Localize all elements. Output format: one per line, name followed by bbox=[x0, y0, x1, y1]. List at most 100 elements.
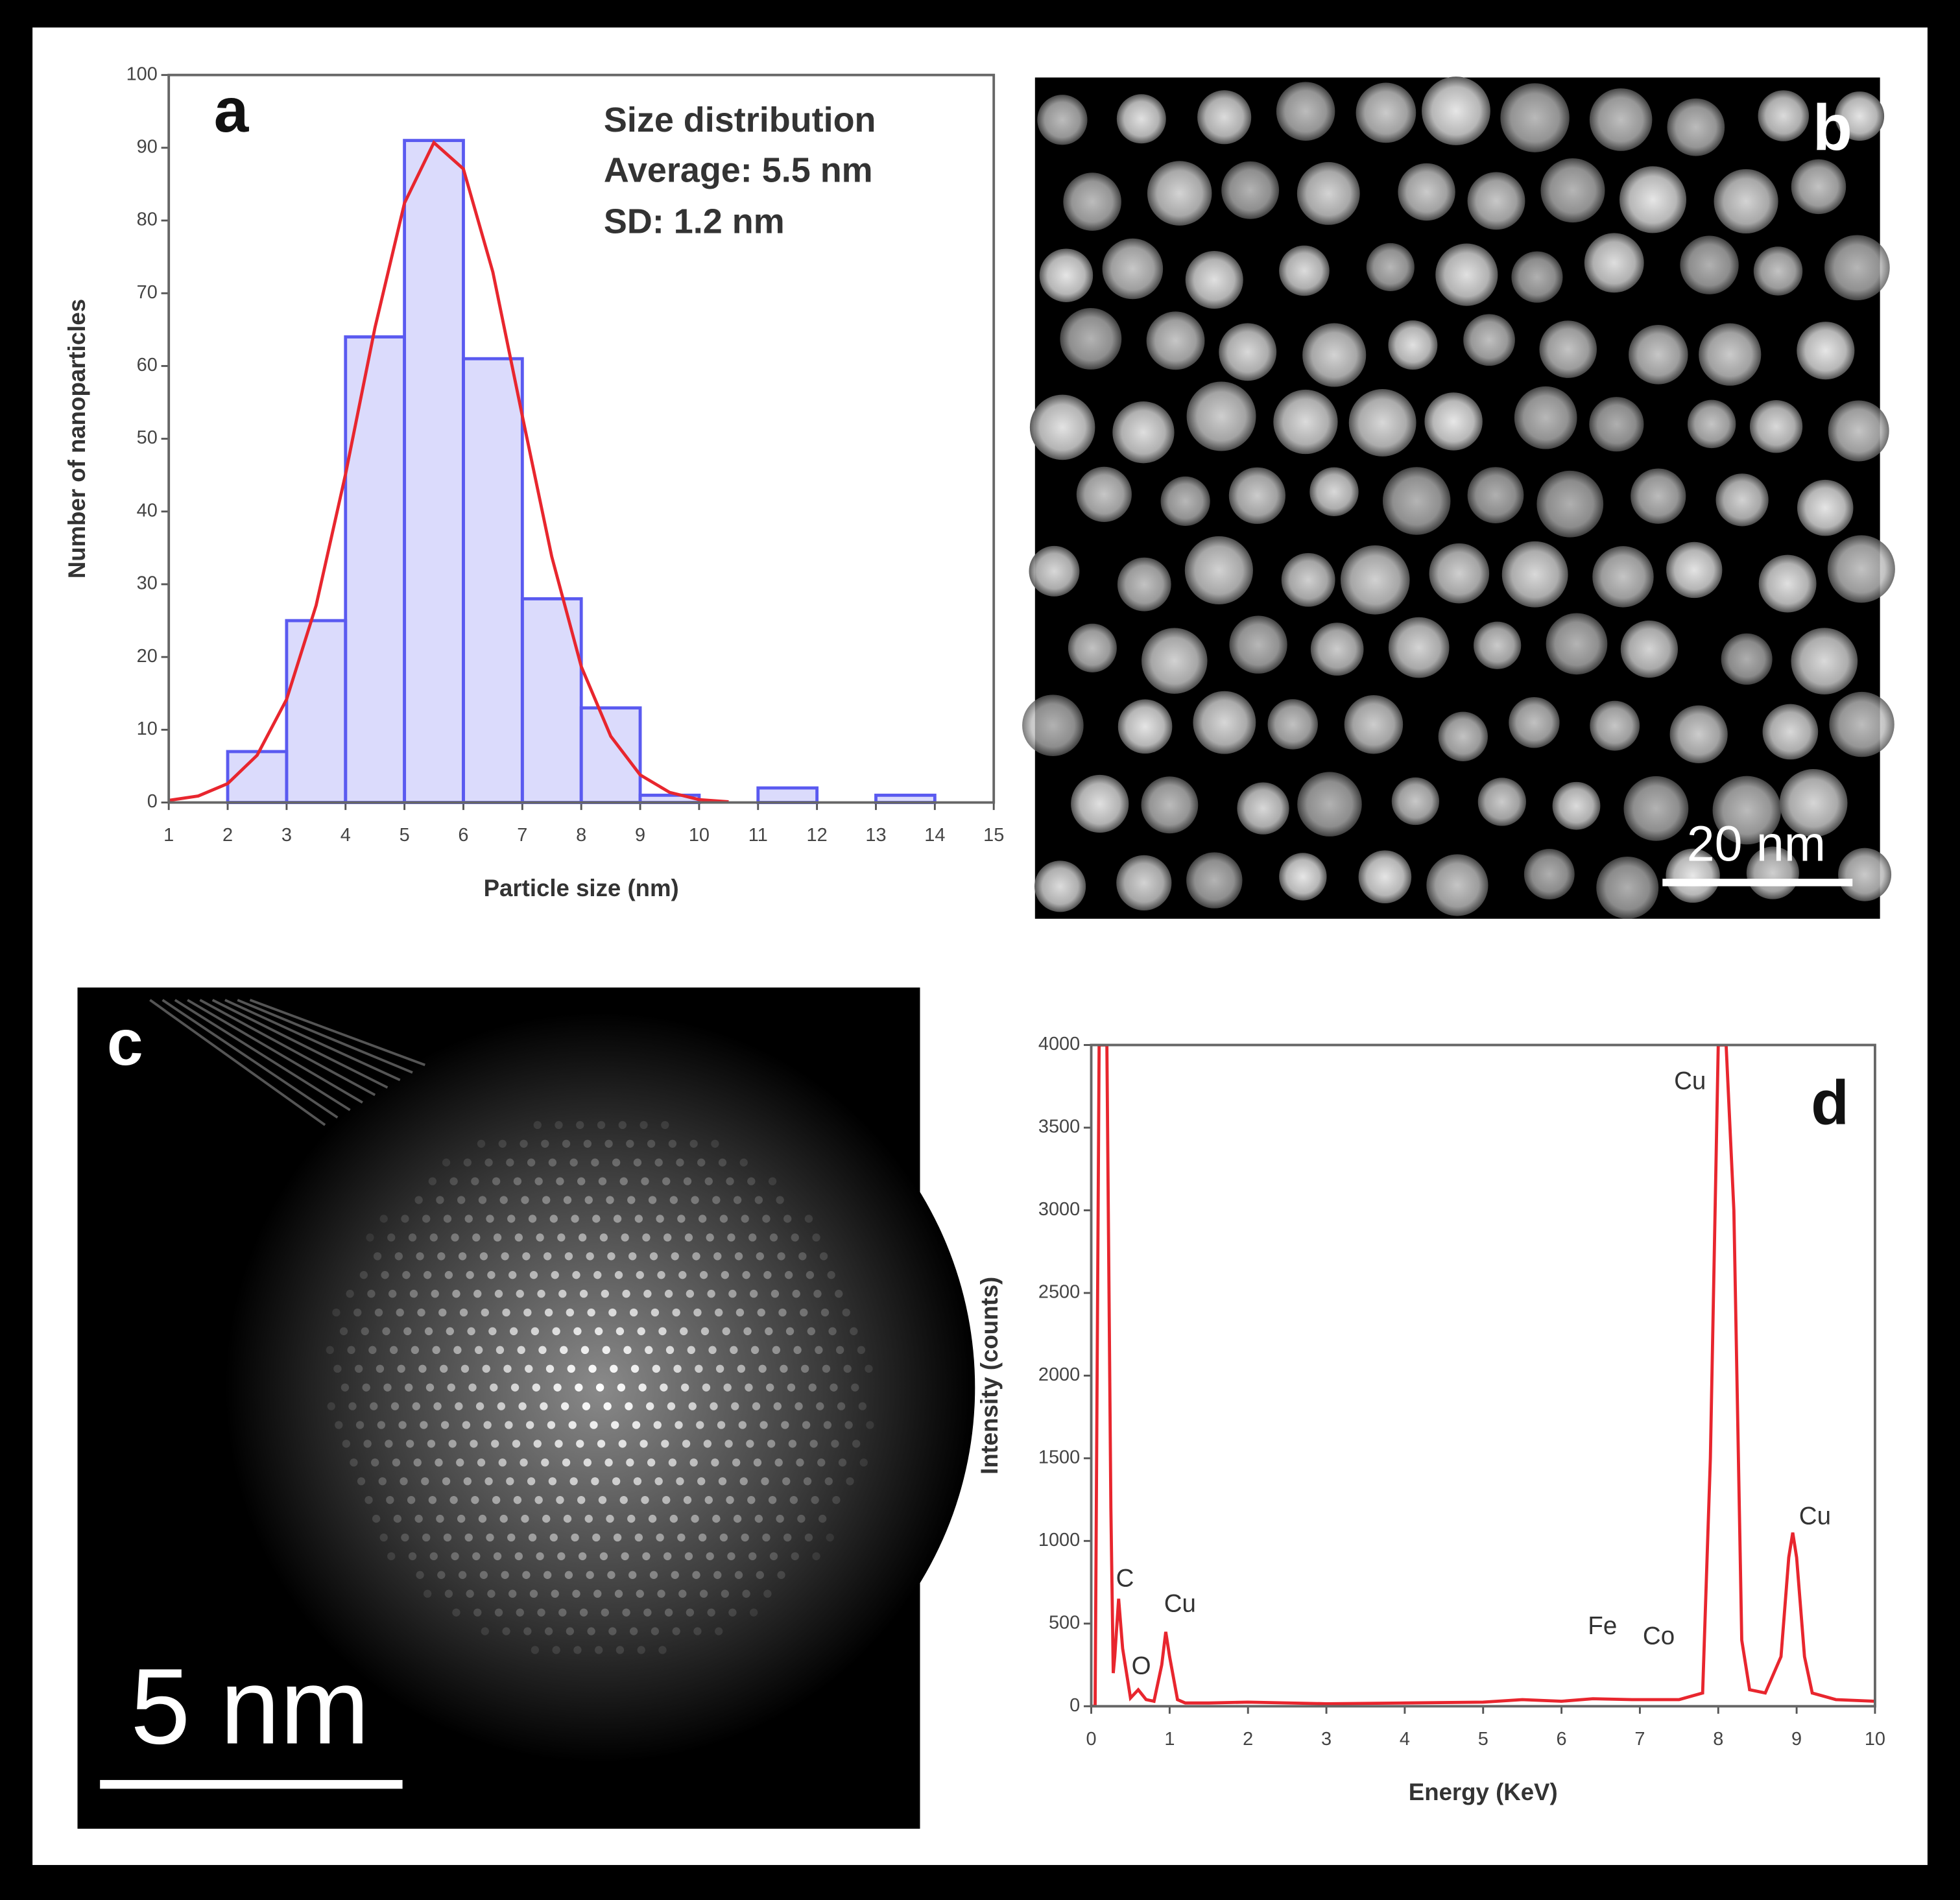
atom-column bbox=[573, 1327, 582, 1336]
atom-column bbox=[763, 1271, 772, 1279]
atom-column bbox=[613, 1215, 622, 1223]
y-tick-label: 30 bbox=[137, 573, 158, 594]
nanoparticle bbox=[1034, 861, 1086, 912]
atom-column bbox=[630, 1364, 639, 1373]
x-tick-label: 10 bbox=[689, 825, 710, 846]
atom-column bbox=[598, 1495, 607, 1504]
atom-column bbox=[656, 1215, 664, 1223]
atom-column bbox=[668, 1139, 677, 1148]
atom-column bbox=[858, 1402, 867, 1410]
atom-column bbox=[578, 1552, 587, 1561]
nanoparticle bbox=[1589, 88, 1653, 151]
atom-column bbox=[513, 1495, 522, 1504]
atom-column bbox=[766, 1383, 774, 1392]
atom-column bbox=[669, 1196, 678, 1204]
atom-column bbox=[750, 1346, 759, 1355]
atom-column bbox=[843, 1364, 852, 1373]
x-tick-label: 3 bbox=[1321, 1729, 1332, 1750]
atom-column bbox=[704, 1177, 713, 1185]
atom-column bbox=[754, 1514, 763, 1523]
atom-column bbox=[443, 1215, 452, 1223]
annotation: Co bbox=[1643, 1622, 1675, 1650]
atom-column bbox=[327, 1402, 335, 1410]
atom-column bbox=[762, 1215, 771, 1223]
atom-column bbox=[456, 1458, 464, 1467]
nanoparticle bbox=[1435, 243, 1498, 306]
atom-column bbox=[724, 1440, 733, 1448]
atom-column bbox=[865, 1364, 873, 1373]
atom-column bbox=[657, 1589, 665, 1598]
atom-column bbox=[357, 1477, 366, 1486]
y-axis-title: Number of nanoparticles bbox=[64, 299, 90, 578]
atom-column bbox=[493, 1233, 502, 1242]
atom-column bbox=[741, 1215, 749, 1223]
nanoparticle bbox=[1279, 853, 1327, 901]
atom-column bbox=[440, 1421, 449, 1429]
atom-column bbox=[421, 1477, 429, 1486]
atom-column bbox=[765, 1327, 773, 1336]
atom-column bbox=[660, 1383, 668, 1392]
atom-column bbox=[637, 1327, 645, 1336]
atom-column bbox=[407, 1495, 416, 1504]
atom-column bbox=[466, 1271, 474, 1279]
atom-column bbox=[846, 1477, 854, 1486]
atom-column bbox=[523, 1308, 532, 1317]
atom-column bbox=[649, 1252, 658, 1261]
atom-column bbox=[639, 1440, 648, 1448]
atom-column bbox=[761, 1477, 769, 1486]
atom-column bbox=[438, 1308, 447, 1317]
atom-column bbox=[618, 1121, 627, 1130]
atom-column bbox=[633, 1477, 642, 1486]
atom-column bbox=[749, 1608, 758, 1617]
atom-column bbox=[442, 1477, 451, 1486]
nanoparticle bbox=[1791, 159, 1846, 215]
y-tick-label: 40 bbox=[137, 500, 158, 521]
nanoparticle bbox=[1429, 543, 1490, 604]
nanoparticle bbox=[1388, 320, 1438, 370]
atom-column bbox=[711, 1139, 719, 1148]
atom-column bbox=[595, 1383, 604, 1392]
atom-column bbox=[420, 1421, 428, 1429]
atom-column bbox=[711, 1458, 719, 1467]
atom-column bbox=[657, 1271, 665, 1279]
atom-column bbox=[520, 1139, 528, 1148]
atom-column bbox=[580, 1346, 590, 1355]
atom-column bbox=[804, 1533, 813, 1542]
atom-column bbox=[522, 1252, 531, 1261]
atom-column bbox=[533, 1440, 542, 1448]
atom-column bbox=[373, 1252, 382, 1261]
atom-column bbox=[532, 1383, 540, 1392]
atom-column bbox=[584, 1514, 593, 1523]
x-tick-label: 4 bbox=[1400, 1729, 1410, 1750]
atom-column bbox=[601, 1608, 609, 1617]
atom-column bbox=[479, 1571, 488, 1579]
nanoparticle bbox=[1068, 623, 1117, 672]
atom-column bbox=[597, 1440, 606, 1448]
nanoparticle bbox=[1344, 695, 1404, 754]
y-tick-label: 70 bbox=[137, 282, 158, 303]
fit-curve bbox=[168, 140, 729, 803]
atom-column bbox=[492, 1177, 501, 1185]
atom-column bbox=[448, 1440, 457, 1448]
atom-column bbox=[618, 1440, 627, 1448]
atom-column bbox=[649, 1571, 658, 1579]
atom-column bbox=[452, 1289, 460, 1298]
atom-column bbox=[753, 1458, 762, 1467]
atom-column bbox=[672, 1627, 680, 1635]
atom-column bbox=[403, 1327, 412, 1336]
lattice-fringe bbox=[161, 999, 339, 1119]
nanoparticle bbox=[1590, 700, 1640, 751]
atom-column bbox=[481, 1308, 489, 1317]
atom-column bbox=[491, 1440, 499, 1448]
x-tick-label: 1 bbox=[1164, 1729, 1175, 1750]
atom-column bbox=[387, 1552, 396, 1561]
atom-column bbox=[447, 1383, 455, 1392]
nanoparticle bbox=[1552, 781, 1601, 830]
lattice-fringe bbox=[249, 999, 425, 1067]
atom-column bbox=[671, 1252, 679, 1261]
atom-column bbox=[866, 1421, 874, 1429]
x-tick-label: 6 bbox=[1557, 1729, 1567, 1750]
histogram-bar bbox=[579, 706, 642, 804]
atom-column bbox=[677, 1215, 686, 1223]
atom-column bbox=[552, 1327, 560, 1336]
